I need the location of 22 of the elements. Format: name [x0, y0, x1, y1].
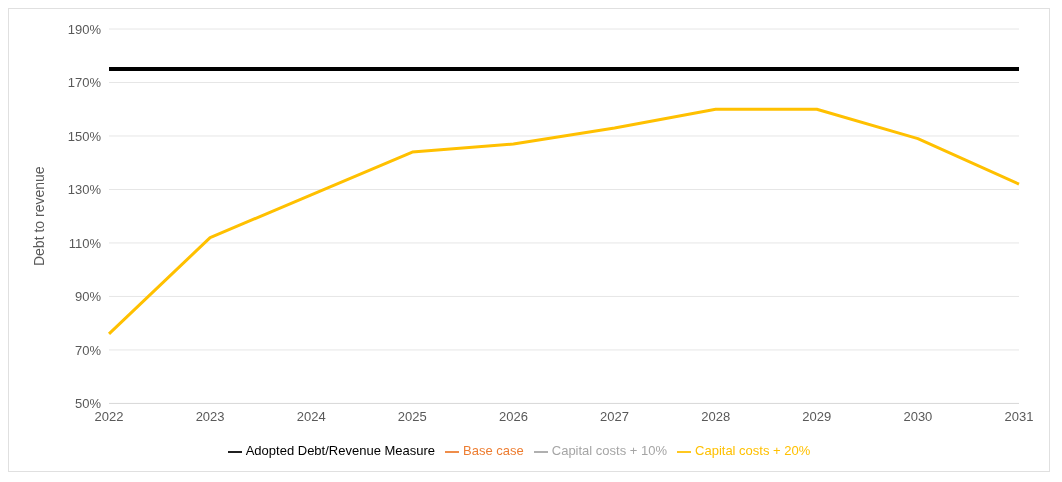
x-tick-label: 2027: [600, 408, 630, 424]
x-tick-label: 2028: [701, 408, 731, 424]
line-series: [107, 107, 1021, 336]
x-tick-label: 2031: [1004, 408, 1034, 424]
y-axis-title: Debt to revenue: [30, 166, 47, 267]
x-tick-label: 2024: [296, 408, 326, 424]
y-tick-label: 110%: [68, 235, 102, 251]
legend-label: Capital costs + 20%: [695, 443, 811, 459]
legend-label: Base case: [463, 443, 524, 459]
y-tick-label: 150%: [67, 128, 102, 144]
x-tick-label: 2029: [802, 408, 832, 424]
legend-label: Capital costs + 10%: [551, 443, 668, 459]
x-tick-label: 2026: [498, 408, 528, 424]
x-tick-label: 2025: [397, 408, 427, 424]
x-tick-label: 2030: [903, 408, 933, 424]
y-tick-label: 70%: [74, 342, 102, 358]
y-tick-label: 130%: [67, 182, 102, 198]
x-tick-label: 2023: [195, 408, 225, 424]
y-tick-label: 90%: [74, 289, 102, 305]
y-tick-label: 190%: [67, 21, 102, 37]
legend-label: Adopted Debt/Revenue Measure: [245, 443, 436, 459]
y-tick-label: 170%: [67, 75, 102, 91]
